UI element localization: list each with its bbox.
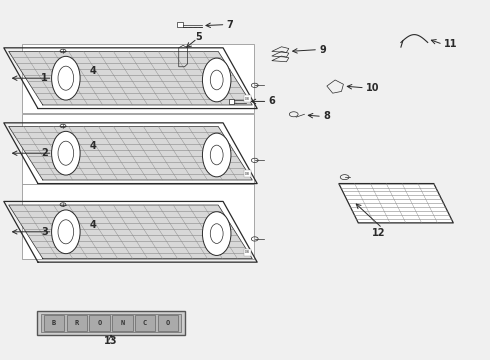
Text: 4: 4 (89, 220, 96, 230)
Text: 4: 4 (89, 141, 96, 151)
Ellipse shape (51, 56, 80, 100)
FancyBboxPatch shape (89, 315, 110, 331)
Text: 1: 1 (41, 73, 48, 83)
Text: 8: 8 (323, 111, 330, 121)
Text: B: B (52, 320, 56, 326)
Text: DB: DB (245, 172, 250, 176)
FancyBboxPatch shape (41, 314, 181, 332)
Text: 13: 13 (104, 337, 118, 346)
Text: O: O (98, 320, 102, 326)
FancyBboxPatch shape (112, 315, 133, 331)
Polygon shape (9, 126, 252, 180)
FancyBboxPatch shape (37, 311, 185, 335)
Polygon shape (22, 184, 254, 258)
FancyBboxPatch shape (229, 99, 234, 104)
FancyBboxPatch shape (158, 315, 178, 331)
FancyBboxPatch shape (67, 315, 87, 331)
FancyBboxPatch shape (135, 315, 155, 331)
Ellipse shape (202, 58, 231, 102)
Polygon shape (22, 44, 254, 113)
Text: 7: 7 (226, 19, 233, 30)
FancyBboxPatch shape (177, 22, 183, 27)
Ellipse shape (202, 133, 231, 177)
Ellipse shape (202, 212, 231, 256)
Polygon shape (339, 184, 453, 223)
Text: 4: 4 (89, 66, 96, 76)
Text: O: O (166, 320, 170, 326)
Text: 5: 5 (196, 32, 202, 42)
Text: 11: 11 (444, 39, 457, 49)
Text: 6: 6 (269, 96, 275, 107)
Polygon shape (9, 205, 252, 258)
Text: C: C (143, 320, 147, 326)
Text: DB: DB (245, 250, 250, 254)
Text: 10: 10 (366, 83, 379, 93)
Text: 3: 3 (41, 227, 48, 237)
Text: DB: DB (245, 97, 250, 101)
Polygon shape (9, 51, 252, 105)
Ellipse shape (51, 131, 80, 175)
Text: R: R (75, 320, 79, 326)
Text: 12: 12 (372, 228, 386, 238)
Polygon shape (22, 114, 254, 184)
Text: 9: 9 (319, 45, 326, 55)
Text: N: N (120, 320, 124, 326)
FancyBboxPatch shape (44, 315, 64, 331)
Ellipse shape (51, 210, 80, 254)
Text: 2: 2 (41, 148, 48, 158)
